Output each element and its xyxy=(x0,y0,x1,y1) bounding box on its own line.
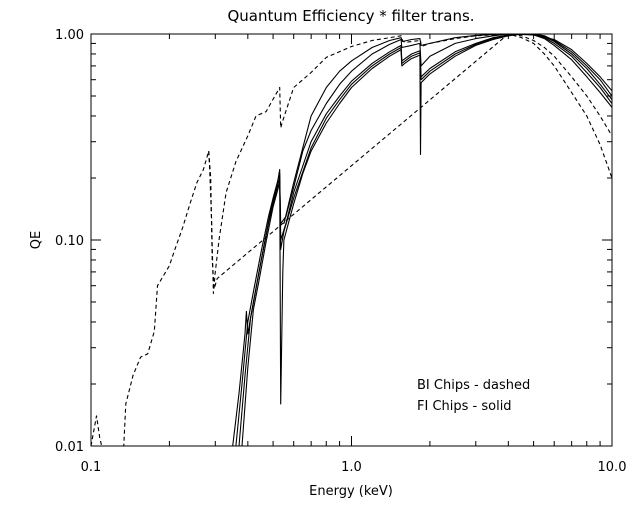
x-tick-label: 0.1 xyxy=(81,460,102,475)
x-tick-labels: 0.1 1.0 10.0 xyxy=(81,460,627,475)
y-tick-label: 0.10 xyxy=(55,234,84,249)
x-axis-label: Energy (keV) xyxy=(309,484,393,499)
fi-chip-curve-5 xyxy=(241,34,612,446)
series-layer xyxy=(91,34,612,446)
annotation-fi-chips: FI Chips - solid xyxy=(417,399,512,414)
y-axis-label: QE xyxy=(29,231,44,249)
fi-chip-curve-6 xyxy=(283,34,612,224)
y-tick-label: 1.00 xyxy=(55,28,84,43)
plot-frame xyxy=(90,33,613,447)
chart-title: Quantum Efficiency * filter trans. xyxy=(227,7,474,25)
annotation-bi-chips: BI Chips - dashed xyxy=(417,378,530,393)
bi-chip-curve-1 xyxy=(208,34,612,290)
x-tick-label: 10.0 xyxy=(598,460,627,475)
bi-chip-curve-0 xyxy=(91,34,612,446)
plot-area xyxy=(90,33,613,447)
y-tick-label: 0.01 xyxy=(55,440,84,455)
x-tick-label: 1.0 xyxy=(341,460,362,475)
ticks-layer xyxy=(90,34,612,447)
y-tick-labels: 0.01 0.10 1.00 xyxy=(55,28,84,455)
